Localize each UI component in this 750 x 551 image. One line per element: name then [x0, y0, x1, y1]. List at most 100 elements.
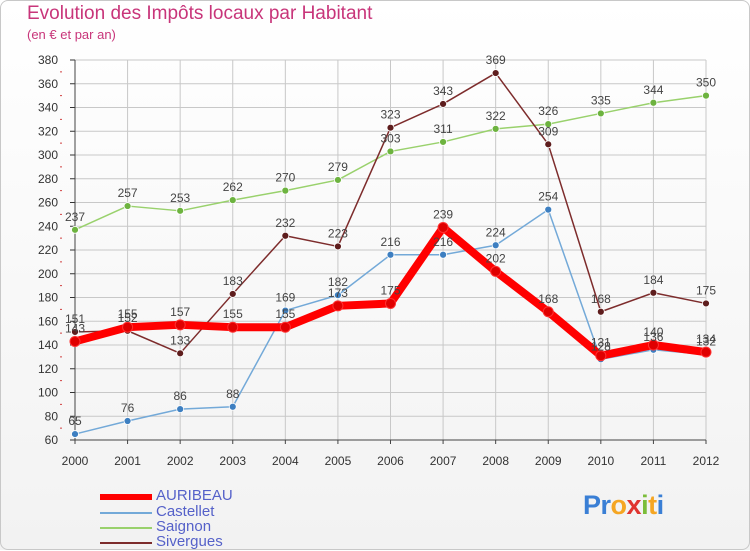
data-label-sivergues: 184: [643, 273, 663, 287]
data-point-sivergues: [228, 290, 237, 298]
chart-title: Evolution des Impôts locaux par Habitant: [27, 3, 373, 24]
data-label-auribeau: 155: [223, 307, 243, 321]
data-point-castellet: [281, 306, 290, 315]
data-label-saignon: 303: [380, 131, 400, 145]
data-point-auribeau: [227, 321, 239, 333]
data-label-castellet: 76: [121, 401, 135, 415]
data-label-saignon: 279: [328, 160, 348, 174]
logo-letter: x: [626, 490, 642, 520]
data-label-sivergues: 223: [328, 226, 348, 240]
x-tick-label: 2012: [693, 454, 720, 468]
data-label-castellet: 254: [538, 190, 558, 204]
chart-subtitle: (en € et par an): [27, 27, 116, 42]
data-point-saignon: [176, 206, 185, 215]
y-tick-label: 100: [38, 386, 58, 400]
data-point-auribeau: [332, 300, 344, 312]
legend-label-auribeau: AURIBEAU: [156, 487, 233, 504]
data-point-saignon: [71, 225, 79, 234]
logo-letter: i: [641, 490, 649, 520]
data-point-auribeau: [595, 350, 607, 362]
x-tick-label: 2009: [535, 454, 562, 468]
y-tick-label: 360: [38, 77, 58, 91]
data-label-saignon: 257: [118, 186, 138, 200]
y-tick-label: 240: [38, 219, 58, 233]
x-tick-label: 2002: [167, 454, 194, 468]
data-point-auribeau: [279, 321, 291, 333]
data-label-castellet: 65: [68, 414, 82, 428]
data-point-castellet: [123, 417, 132, 425]
data-label-auribeau: 134: [696, 332, 716, 346]
data-label-castellet: 128: [591, 339, 611, 353]
legend-swatch-sivergues: [100, 542, 152, 544]
y-tick-label: 280: [38, 172, 58, 186]
y-tick-label: 300: [38, 148, 58, 162]
legend-swatch-auribeau: [100, 494, 152, 500]
data-point-saignon: [281, 186, 290, 195]
data-label-castellet: 182: [328, 275, 348, 289]
data-label-auribeau: 168: [538, 292, 558, 306]
data-point-castellet: [491, 241, 500, 250]
legend-swatch-castellet: [100, 512, 152, 514]
logo-letter: i: [656, 490, 665, 520]
data-label-auribeau: 155: [118, 307, 138, 321]
data-label-saignon: 335: [591, 93, 611, 107]
proxiti-logo: Proxiti: [583, 490, 664, 521]
data-point-castellet: [176, 405, 185, 414]
x-tick-label: 2011: [641, 454, 667, 468]
data-label-auribeau: 202: [486, 251, 506, 265]
data-point-castellet: [71, 430, 79, 438]
logo-letter: o: [610, 490, 628, 520]
data-point-auribeau: [122, 321, 134, 333]
data-point-sivergues: [596, 307, 605, 316]
y-tick-label: 380: [38, 53, 58, 67]
data-label-auribeau: 140: [643, 325, 663, 339]
x-tick-label: 2003: [219, 454, 246, 468]
y-tick-label: 340: [38, 101, 58, 115]
data-point-auribeau: [174, 319, 186, 331]
data-label-saignon: 253: [170, 191, 190, 205]
data-point-sivergues: [649, 288, 658, 297]
y-tick-label: 60: [45, 433, 59, 447]
data-label-castellet: 86: [173, 389, 187, 403]
data-point-auribeau: [542, 306, 554, 318]
y-tick-label: 120: [38, 362, 58, 376]
y-tick-label: 180: [38, 291, 58, 305]
data-label-saignon: 270: [275, 171, 295, 185]
data-point-sivergues: [439, 100, 447, 108]
y-tick-label: 140: [38, 338, 58, 352]
data-label-sivergues: 309: [538, 124, 558, 138]
y-tick-label: 80: [45, 409, 59, 423]
series-lines: [69, 69, 712, 438]
data-point-sivergues: [386, 123, 395, 132]
logo-letter: r: [600, 490, 612, 520]
legend-label-sivergues: Sivergues: [156, 533, 223, 550]
data-label-castellet: 169: [275, 291, 295, 305]
data-label-sivergues: 133: [170, 333, 190, 347]
data-label-sivergues: 151: [65, 312, 85, 326]
legend-swatch-saignon: [100, 527, 152, 529]
data-point-saignon: [228, 196, 237, 205]
data-point-auribeau: [700, 346, 712, 358]
data-label-saignon: 311: [434, 122, 453, 136]
data-point-saignon: [491, 124, 500, 133]
data-point-saignon: [439, 138, 447, 146]
data-label-sivergues: 369: [486, 53, 506, 67]
data-label-saignon: 326: [538, 104, 558, 118]
data-point-sivergues: [544, 140, 553, 149]
data-label-castellet: 136: [643, 330, 663, 344]
data-point-saignon: [334, 176, 342, 184]
data-label-castellet: 224: [486, 225, 506, 239]
data-label-castellet: 88: [226, 387, 240, 401]
data-point-sivergues: [491, 69, 500, 77]
data-label-sivergues: 343: [433, 84, 453, 98]
data-point-auribeau: [69, 335, 81, 347]
x-tick-label: 2007: [430, 454, 457, 468]
y-tick-label: 260: [38, 196, 58, 210]
data-label-castellet: 132: [696, 335, 716, 349]
data-point-saignon: [544, 120, 553, 129]
data-point-auribeau: [437, 221, 449, 233]
x-tick-label: 2001: [114, 454, 141, 468]
data-labels: 143 155 157 155 155 173 175 239 202 168 131 140 134 6…: [65, 53, 716, 428]
x-tick-label: 2008: [482, 454, 509, 468]
